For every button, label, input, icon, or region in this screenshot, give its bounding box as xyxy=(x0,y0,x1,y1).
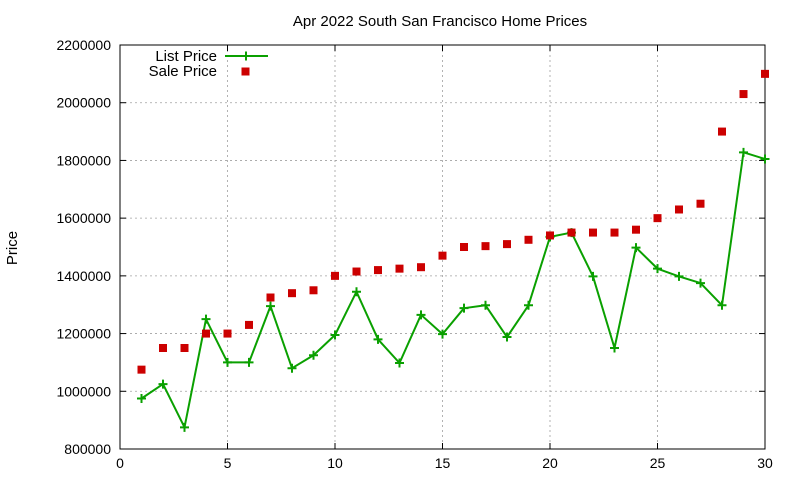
sale-price-point xyxy=(610,228,619,237)
sale-price-point xyxy=(632,225,640,234)
legend-sale-price-label: Sale Price xyxy=(149,63,217,80)
list-price-point xyxy=(352,287,361,297)
list-price-point xyxy=(610,343,619,353)
sale-price-point xyxy=(546,231,554,240)
list-price-point xyxy=(653,264,662,274)
sale-price-point xyxy=(460,243,468,251)
y-tick-label: 1800000 xyxy=(56,152,111,168)
y-tick-label: 2000000 xyxy=(56,95,111,111)
list-price-point xyxy=(760,154,770,164)
sale-price-point xyxy=(675,205,683,214)
list-price-point xyxy=(395,358,404,368)
sale-price-point xyxy=(180,344,189,352)
chart-title: Apr 2022 South San Francisco Home Prices xyxy=(293,13,587,30)
list-price-point xyxy=(631,243,641,253)
list-price-point xyxy=(481,300,490,310)
sale-price-point xyxy=(761,69,769,78)
legend-list-price-marker xyxy=(241,51,251,61)
list-price-line xyxy=(140,151,766,429)
list-price-point xyxy=(717,300,727,310)
sale-price-point xyxy=(438,251,447,260)
sale-price-point xyxy=(245,320,253,329)
sale-price-point xyxy=(202,329,210,338)
x-tick-label: 25 xyxy=(650,455,666,471)
sale-price-point xyxy=(417,263,425,272)
y-tick-label: 800000 xyxy=(64,441,111,457)
list-price-point xyxy=(588,271,598,281)
x-tick-label: 15 xyxy=(435,455,451,471)
list-price-point xyxy=(739,147,748,157)
list-price-point xyxy=(696,278,705,288)
y-tick-label: 2200000 xyxy=(56,37,111,53)
y-axis-label: Price xyxy=(4,231,21,265)
list-price-point xyxy=(459,303,469,313)
sale-price-point xyxy=(288,289,296,298)
x-tick-label: 5 xyxy=(224,455,232,471)
series xyxy=(137,69,770,432)
list-price-point xyxy=(502,332,512,342)
sale-price-point xyxy=(159,344,167,352)
legend-list-price-label: List Price xyxy=(155,48,217,65)
sale-price-point xyxy=(589,228,597,237)
list-price-point xyxy=(330,330,340,340)
sale-price-point xyxy=(352,267,361,276)
list-price-point xyxy=(137,394,146,403)
sale-price-point xyxy=(524,235,533,244)
sale-price-point xyxy=(481,242,490,251)
list-price-point xyxy=(309,350,318,360)
legend: List Price Sale Price xyxy=(149,48,268,80)
list-price-point xyxy=(524,300,533,310)
list-price-point xyxy=(438,329,447,339)
sale-price-point xyxy=(223,329,232,338)
list-price-point xyxy=(244,357,254,367)
sale-price-point xyxy=(331,271,339,280)
axes: 0 5 10 15 20 25 30 800000 1000000 1200000 1400000 1… xyxy=(56,37,773,471)
y-tick-label: 1400000 xyxy=(56,268,111,284)
sale-price-point xyxy=(266,293,275,302)
sale-price-point xyxy=(374,266,382,275)
y-tick-label: 1000000 xyxy=(56,383,111,399)
x-tick-label: 20 xyxy=(542,455,558,471)
x-tick-label: 30 xyxy=(757,455,773,471)
sale-price-point xyxy=(696,199,705,208)
sale-price-point xyxy=(503,240,511,249)
sale-price-point xyxy=(309,286,318,295)
list-price-point xyxy=(373,334,383,344)
sale-price-point xyxy=(718,127,726,136)
list-price-point xyxy=(158,379,168,389)
list-price-point xyxy=(180,422,189,432)
list-price-point xyxy=(674,271,684,281)
sale-price-point xyxy=(395,264,404,273)
grid xyxy=(120,45,765,449)
x-tick-label: 10 xyxy=(327,455,343,471)
list-price-point xyxy=(223,357,232,367)
legend-sale-price-marker xyxy=(241,67,250,76)
y-tick-label: 1200000 xyxy=(56,326,111,342)
list-price-point xyxy=(201,314,211,324)
x-tick-label: 0 xyxy=(116,455,124,471)
sale-price-point xyxy=(653,214,662,223)
sale-price-point xyxy=(567,228,576,237)
list-price-point xyxy=(416,310,426,320)
list-price-point xyxy=(266,301,275,311)
y-tick-label: 1600000 xyxy=(56,210,111,226)
sale-price-point xyxy=(137,365,146,374)
sale-price-point xyxy=(739,90,748,99)
list-price-point xyxy=(287,363,297,373)
